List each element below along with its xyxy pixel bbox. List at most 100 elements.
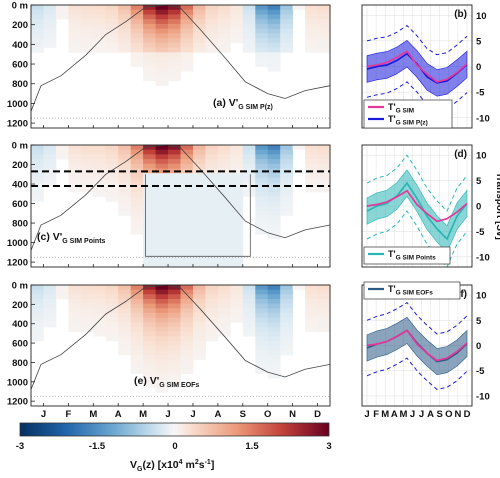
legend-label-sub: G SIM Points [396,255,436,262]
panel-label-main: (a) V' [213,97,238,109]
heatmap-cell [180,354,194,360]
heatmap-cell [155,42,169,48]
heatmap-cell [130,61,144,67]
heatmap-cell [205,206,219,212]
heatmap-cell [242,182,256,188]
heatmap-cell [267,345,281,351]
heatmap-cell [280,33,294,39]
heatmap-cell [80,42,94,48]
heatmap-cell [217,201,231,207]
heatmap-cell [118,28,132,34]
heatmap-cell [143,61,156,67]
heatmap-cell [143,382,156,388]
heatmap-cell [267,28,281,34]
heatmap-cell [230,182,244,188]
heatmap-cell [305,308,318,314]
month-label: S [437,409,443,420]
heatmap-cell [217,210,231,216]
heatmap-cell [168,322,181,328]
heatmap-cell [317,38,331,44]
heatmap-cell [143,159,156,165]
heatmap-cell [143,71,156,77]
heatmap-cell [255,326,269,332]
heatmap-cell [242,9,256,15]
heatmap-cell [180,196,194,202]
heatmap-cell [105,285,119,291]
heatmap-cell [155,9,169,15]
heatmap-cell [168,248,181,254]
heatmap-cell [155,350,169,356]
heatmap-cell [193,331,206,337]
heatmap-cell [105,28,119,34]
heatmap-cell [205,5,219,11]
heatmap-cell [193,187,206,193]
heatmap-cell [230,14,244,20]
heatmap-cell [255,19,269,25]
legend-label: T'G SIM Points [388,249,436,262]
heatmap-cell [31,33,44,39]
heatmap-cell [205,322,219,328]
heatmap-cell [217,224,231,230]
heatmap-cell [143,38,156,44]
heatmap-cell [317,154,331,160]
heatmap-cell [155,299,169,305]
heatmap-cell [43,19,57,25]
heatmap-cell [267,373,281,379]
heatmap-cell [242,322,256,328]
heatmap-cell [68,182,82,188]
heatmap-cell [217,234,231,240]
heatmap-cell [267,308,281,314]
heatmap-cell [130,163,144,169]
heatmap-cell [305,187,318,193]
heatmap-cell [168,350,181,356]
heatmap-cell [180,285,194,291]
heatmap-cell [205,191,219,197]
month-label: F [373,409,379,420]
heatmap-cell [305,28,318,34]
heatmap-cell [180,52,194,58]
heatmap-cell [267,206,281,212]
heatmap-cell [305,163,318,169]
heatmap-cell [180,317,194,323]
heatmap-cell [193,163,206,169]
heatmap-cell [217,285,231,291]
heatmap-cell [255,289,269,295]
heatmap-cell [105,9,119,15]
heatmap-cell [105,303,119,309]
heatmap-cell [118,149,132,155]
heatmap-cell [118,326,132,332]
heatmap-cell [118,9,132,15]
heatmap-cell [205,159,219,165]
heatmap-cell [255,294,269,300]
heatmap-cell [155,354,169,360]
heatmap-cell [205,201,219,207]
panel-label-sub: G SIM Points [62,238,105,245]
heatmap-cell [255,33,269,39]
heatmap-cell [255,359,269,365]
heatmap-cell [143,252,156,258]
heatmap-cell [242,154,256,160]
heatmap-cell [180,42,194,48]
heatmap-cell [217,177,231,183]
heatmap-cell [217,33,231,39]
heatmap-cell [217,248,231,254]
heatmap-cell [31,5,44,11]
heatmap-cell [43,168,57,174]
heatmap-cell [255,52,269,58]
y-tick-label: 5 [476,176,482,187]
heatmap-cell [43,294,57,300]
heatmap-cell [193,299,206,305]
heatmap-cell [193,159,206,165]
heatmap-cell [255,168,269,174]
heatmap-cell [217,159,231,165]
heatmap-cell [317,326,331,332]
heatmap-cell [267,145,281,151]
heatmap-cell [255,285,269,291]
heatmap-cell [267,177,281,183]
heatmap-cell [130,154,144,160]
heatmap-cell [193,257,206,263]
heatmap-cell [242,317,256,323]
heatmap-cell [143,210,156,216]
panel-label: (f) [457,289,467,300]
y-tick-label: 400 [12,180,28,191]
